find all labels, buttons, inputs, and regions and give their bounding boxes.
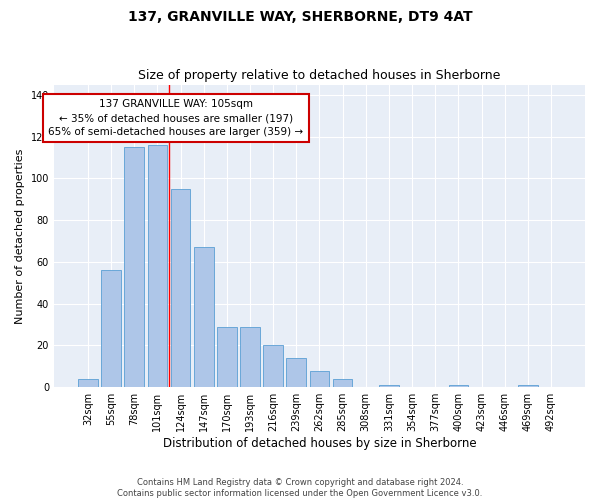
Bar <box>240 326 260 387</box>
Bar <box>263 346 283 387</box>
Bar <box>518 385 538 387</box>
Title: Size of property relative to detached houses in Sherborne: Size of property relative to detached ho… <box>138 69 500 82</box>
Bar <box>310 370 329 387</box>
Text: 137, GRANVILLE WAY, SHERBORNE, DT9 4AT: 137, GRANVILLE WAY, SHERBORNE, DT9 4AT <box>128 10 472 24</box>
Bar <box>194 248 214 387</box>
Bar <box>379 385 399 387</box>
Bar <box>148 145 167 387</box>
X-axis label: Distribution of detached houses by size in Sherborne: Distribution of detached houses by size … <box>163 437 476 450</box>
Bar <box>333 379 352 387</box>
Text: Contains HM Land Registry data © Crown copyright and database right 2024.
Contai: Contains HM Land Registry data © Crown c… <box>118 478 482 498</box>
Bar <box>101 270 121 387</box>
Y-axis label: Number of detached properties: Number of detached properties <box>15 148 25 324</box>
Bar <box>217 326 236 387</box>
Bar <box>170 189 190 387</box>
Bar <box>124 147 144 387</box>
Bar <box>78 379 98 387</box>
Bar <box>286 358 306 387</box>
Text: 137 GRANVILLE WAY: 105sqm
← 35% of detached houses are smaller (197)
65% of semi: 137 GRANVILLE WAY: 105sqm ← 35% of detac… <box>49 99 304 137</box>
Bar <box>449 385 468 387</box>
